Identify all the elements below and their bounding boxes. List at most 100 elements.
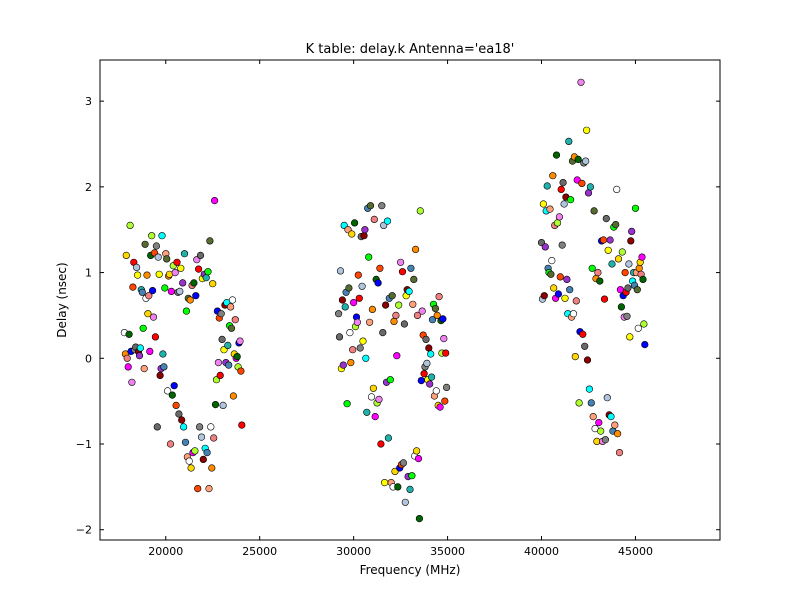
data-point — [349, 346, 357, 354]
data-point — [186, 296, 194, 304]
data-point — [584, 189, 593, 197]
data-point — [390, 317, 398, 326]
data-point — [356, 344, 364, 352]
data-point — [149, 287, 157, 295]
data-point — [199, 455, 207, 464]
data-point — [236, 337, 244, 345]
y-axis-label: Delay (nsec) — [55, 262, 69, 337]
data-point — [621, 269, 629, 277]
data-point — [414, 455, 423, 463]
data-point — [539, 200, 548, 208]
x-tick-label: 25000 — [242, 545, 277, 558]
data-point — [624, 284, 632, 292]
data-point — [148, 232, 156, 240]
data-point — [399, 459, 408, 467]
data-point — [339, 361, 347, 369]
data-point — [594, 269, 602, 277]
data-point — [585, 385, 594, 393]
data-point — [345, 284, 353, 292]
data-point — [540, 292, 548, 300]
x-tick-label: 35000 — [430, 545, 465, 558]
data-point — [351, 219, 359, 227]
data-point — [214, 359, 222, 367]
data-point — [149, 313, 158, 321]
data-point — [416, 207, 424, 215]
data-point — [574, 155, 582, 163]
data-point — [596, 277, 604, 285]
data-point — [552, 151, 561, 159]
data-point — [335, 333, 344, 341]
data-point — [600, 295, 609, 303]
data-point — [392, 311, 400, 320]
data-point — [550, 284, 558, 292]
data-point — [143, 271, 151, 279]
data-point — [151, 333, 159, 341]
data-point — [123, 354, 131, 362]
data-point — [360, 232, 368, 240]
data-point — [586, 183, 595, 191]
data-point — [425, 344, 433, 352]
data-point — [595, 419, 603, 427]
data-point — [410, 275, 418, 284]
data-point — [431, 305, 440, 313]
data-point — [420, 370, 428, 378]
data-point — [228, 296, 237, 304]
x-axis-label: Frequency (MHz) — [360, 563, 461, 577]
data-point — [589, 413, 597, 421]
data-point — [639, 275, 647, 284]
data-point — [122, 251, 130, 259]
data-point — [382, 301, 390, 309]
data-point — [146, 347, 154, 356]
data-point — [565, 137, 573, 145]
data-point — [613, 430, 622, 438]
data-point — [355, 294, 363, 302]
data-point — [164, 387, 172, 395]
data-point — [204, 268, 212, 276]
data-point — [366, 202, 375, 210]
data-point — [378, 202, 386, 210]
data-point — [393, 352, 401, 360]
data-point — [192, 292, 200, 300]
data-point — [167, 287, 175, 296]
data-point — [159, 350, 167, 358]
data-point — [365, 253, 373, 261]
data-point — [197, 433, 206, 441]
data-point — [597, 427, 605, 435]
data-point — [181, 438, 190, 446]
data-point — [371, 413, 379, 421]
data-point — [607, 413, 615, 421]
data-point — [577, 78, 585, 86]
data-point — [370, 215, 378, 223]
data-point — [405, 287, 413, 296]
axis-ticks: 20000 25000 30000 35000 40000 45000 −2 −1 0 1 2 3 — [76, 60, 720, 558]
data-point — [145, 292, 153, 300]
data-point — [178, 416, 186, 424]
data-point — [426, 380, 434, 388]
data-point — [617, 303, 626, 311]
data-point — [125, 330, 133, 338]
data-point — [604, 246, 612, 254]
data-point — [606, 236, 614, 244]
data-point — [153, 423, 161, 431]
data-point — [202, 274, 210, 282]
data-point — [557, 185, 565, 193]
data-point — [229, 392, 237, 400]
data-point — [374, 279, 382, 287]
data-point — [155, 270, 163, 278]
data-point — [207, 423, 215, 431]
data-point — [139, 324, 147, 332]
data-point — [634, 324, 642, 332]
data-point — [640, 320, 648, 328]
data-point — [383, 217, 392, 225]
data-point — [613, 185, 621, 193]
data-point — [196, 423, 204, 431]
data-point — [583, 356, 592, 364]
y-tick-label: 1 — [85, 267, 92, 280]
data-point — [217, 310, 225, 318]
data-point — [566, 196, 575, 204]
data-point — [194, 485, 202, 493]
data-point — [367, 393, 376, 401]
data-point — [208, 464, 216, 472]
data-point — [440, 335, 448, 343]
data-point — [233, 353, 241, 361]
